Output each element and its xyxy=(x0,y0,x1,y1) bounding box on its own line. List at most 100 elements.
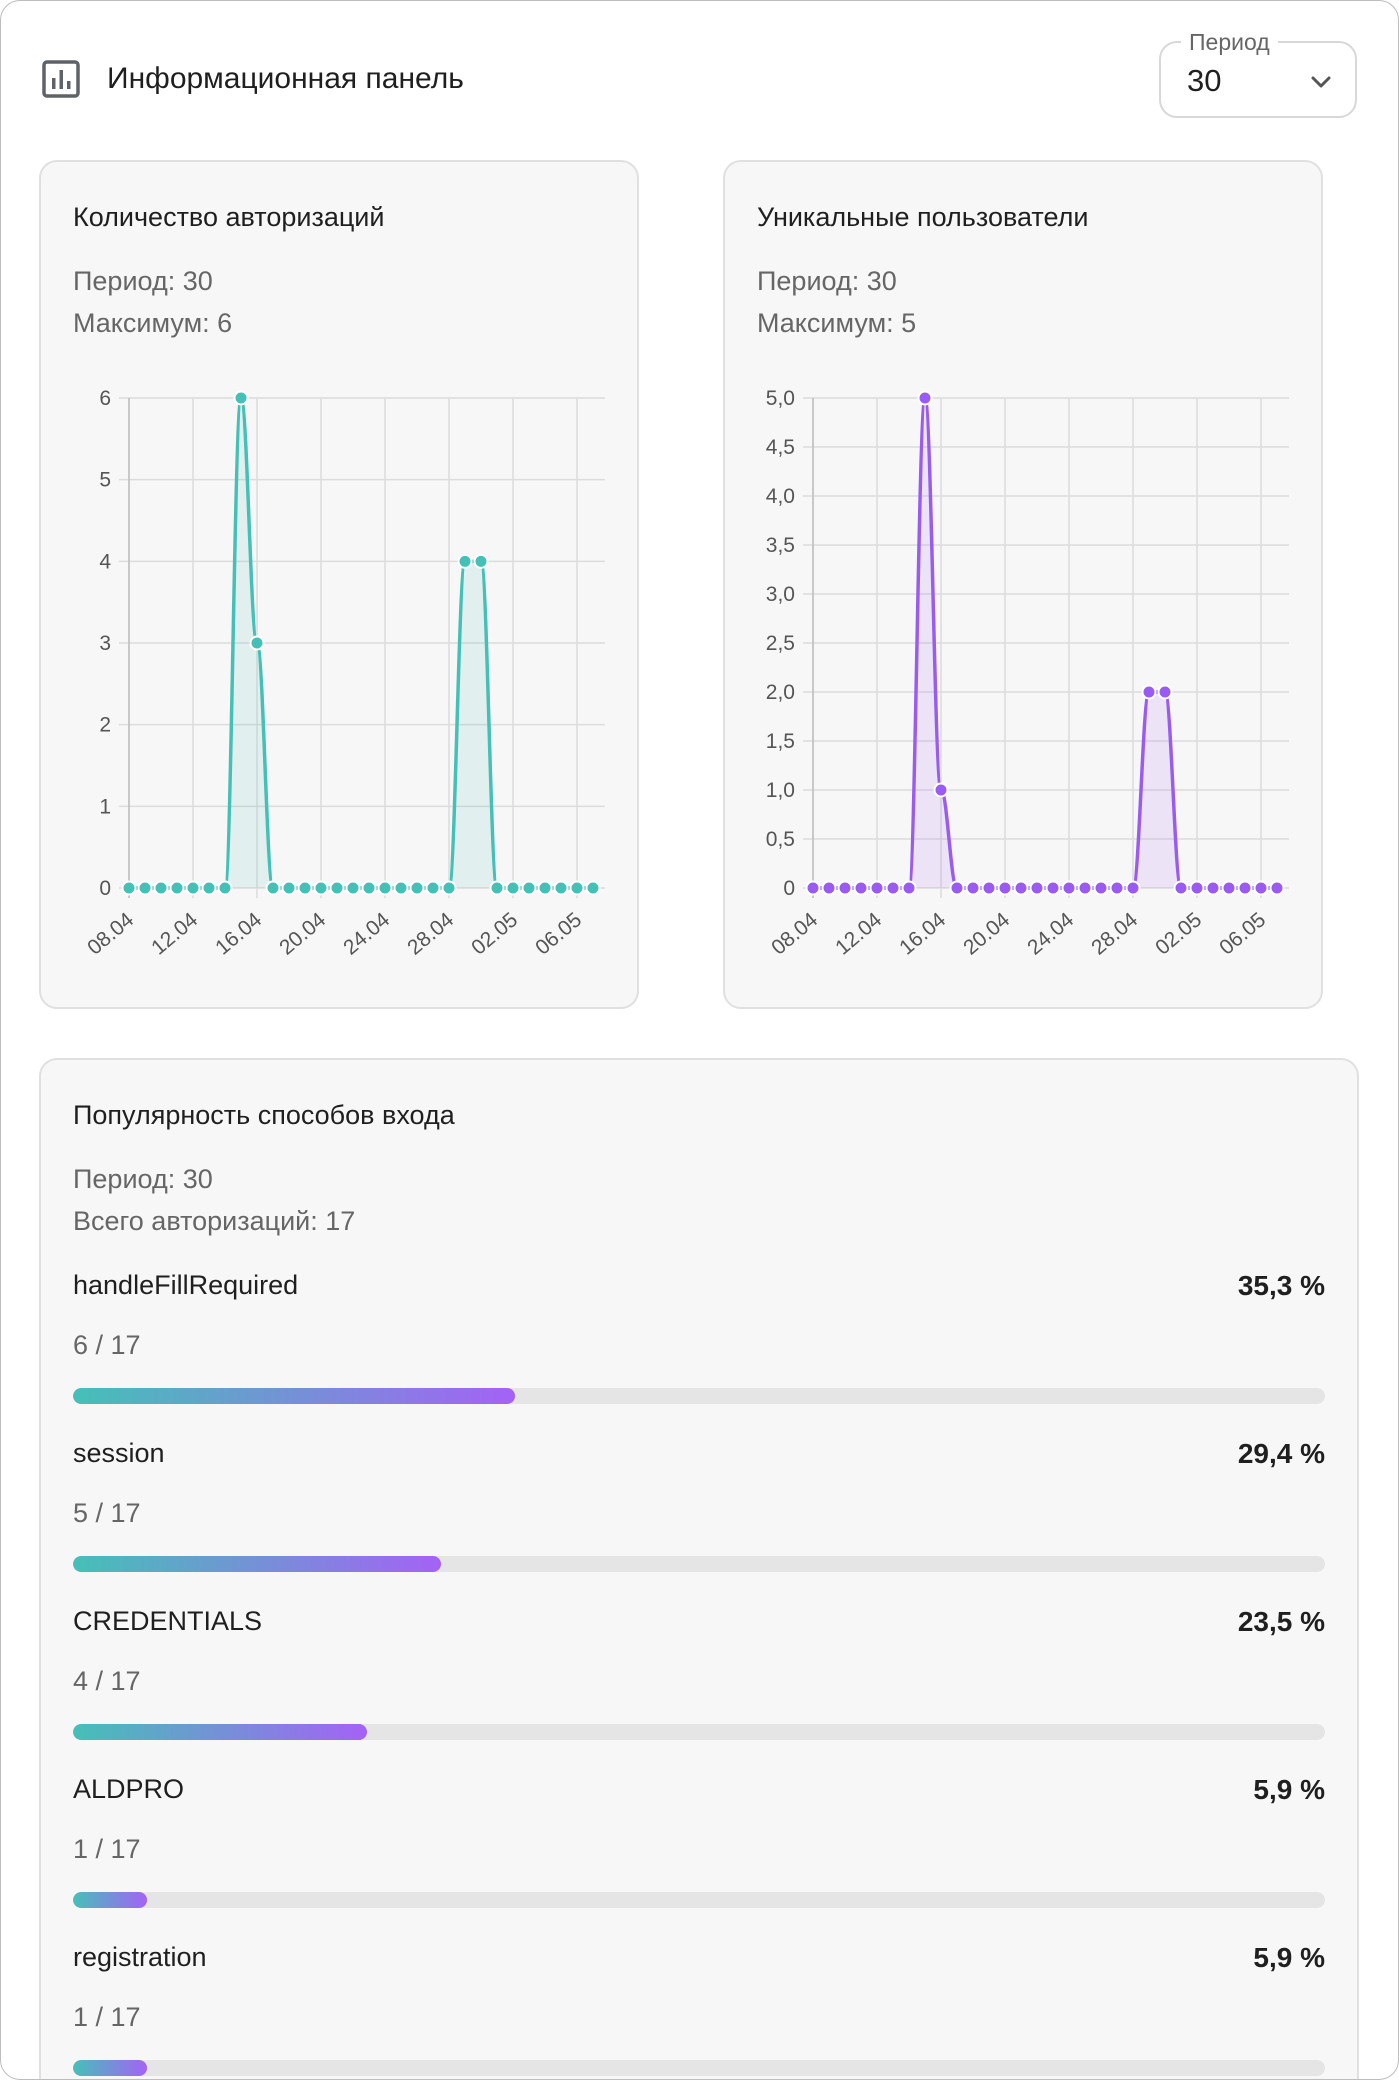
method-percent: 35,3 % xyxy=(1237,1270,1325,1301)
data-point[interactable] xyxy=(217,880,233,896)
data-point[interactable] xyxy=(569,880,585,896)
data-point[interactable] xyxy=(869,880,885,896)
x-tick-label: 06.05 xyxy=(1215,908,1270,959)
data-point[interactable] xyxy=(409,880,425,896)
data-point[interactable] xyxy=(537,880,553,896)
data-point[interactable] xyxy=(201,880,217,896)
x-tick-label: 16.04 xyxy=(211,908,266,960)
data-point[interactable] xyxy=(121,880,137,896)
data-point[interactable] xyxy=(297,880,313,896)
data-point[interactable] xyxy=(1189,880,1205,896)
method-name: CREDENTIALS xyxy=(73,1606,263,1636)
x-tick-label: 08.04 xyxy=(83,908,138,960)
data-point[interactable] xyxy=(169,880,185,896)
x-tick-label: 08.04 xyxy=(767,908,822,960)
y-tick-label: 3,0 xyxy=(766,583,795,606)
data-point[interactable] xyxy=(441,880,457,896)
progress-track xyxy=(73,1892,1325,1908)
data-point[interactable] xyxy=(997,880,1013,896)
method-item: handleFillRequired 35,3 % 6 / 17 xyxy=(73,1270,1325,1438)
x-tick-label: 20.04 xyxy=(275,908,330,960)
unique-users-chart: 0 0,5 1,0 1,5 2,0 2,5 3,0 3,5 4,0 4,5 5,0 08.04 12.0… xyxy=(766,387,1289,960)
method-name: registration xyxy=(73,1942,207,1972)
data-point[interactable] xyxy=(837,880,853,896)
card-period: Период: 30 xyxy=(73,266,213,296)
data-point[interactable] xyxy=(821,880,837,896)
data-point[interactable] xyxy=(585,880,601,896)
data-point[interactable] xyxy=(457,553,473,569)
progress-fill xyxy=(73,1892,147,1908)
data-point[interactable] xyxy=(1205,880,1221,896)
method-count: 1 / 17 xyxy=(73,2002,141,2032)
data-point[interactable] xyxy=(473,553,489,569)
y-tick-label: 3 xyxy=(99,632,111,655)
data-point[interactable] xyxy=(853,880,869,896)
y-tick-label: 1,0 xyxy=(766,779,795,802)
progress-fill xyxy=(73,1388,515,1404)
data-point[interactable] xyxy=(1221,880,1237,896)
data-point[interactable] xyxy=(1061,880,1077,896)
data-point[interactable] xyxy=(393,880,409,896)
y-tick-label: 4 xyxy=(99,550,111,573)
data-point[interactable] xyxy=(1029,880,1045,896)
data-point[interactable] xyxy=(1045,880,1061,896)
method-percent: 29,4 % xyxy=(1237,1438,1325,1469)
data-point[interactable] xyxy=(521,880,537,896)
progress-fill xyxy=(73,1724,368,1740)
chevron-down-icon xyxy=(1311,76,1331,88)
data-point[interactable] xyxy=(949,880,965,896)
data-point[interactable] xyxy=(377,880,393,896)
data-point[interactable] xyxy=(901,880,917,896)
data-point[interactable] xyxy=(1077,880,1093,896)
period-select[interactable]: Период 30 xyxy=(1159,29,1357,118)
y-tick-label: 0 xyxy=(99,877,111,900)
x-tick-label: 06.05 xyxy=(531,908,586,959)
data-point[interactable] xyxy=(1013,880,1029,896)
method-list: handleFillRequired 35,3 % 6 / 17 session… xyxy=(73,1270,1325,2079)
data-point[interactable] xyxy=(185,880,201,896)
data-point[interactable] xyxy=(917,390,933,406)
data-point[interactable] xyxy=(1173,880,1189,896)
data-point[interactable] xyxy=(965,880,981,896)
data-point[interactable] xyxy=(313,880,329,896)
data-point[interactable] xyxy=(1269,880,1285,896)
progress-track xyxy=(73,1388,1325,1404)
progress-track xyxy=(73,1556,1325,1572)
x-tick-label: 28.04 xyxy=(403,908,458,960)
method-item: CREDENTIALS 23,5 % 4 / 17 xyxy=(73,1606,1325,1774)
data-point[interactable] xyxy=(1253,880,1269,896)
data-point[interactable] xyxy=(281,880,297,896)
data-point[interactable] xyxy=(361,880,377,896)
data-point[interactable] xyxy=(1109,880,1125,896)
y-tick-label: 1,5 xyxy=(766,730,795,753)
data-point[interactable] xyxy=(1141,684,1157,700)
data-point[interactable] xyxy=(265,880,281,896)
data-point[interactable] xyxy=(1125,880,1141,896)
data-point[interactable] xyxy=(329,880,345,896)
data-point[interactable] xyxy=(553,880,569,896)
data-point[interactable] xyxy=(1157,684,1173,700)
data-point[interactable] xyxy=(249,635,265,651)
method-percent: 5,9 % xyxy=(1253,1942,1325,1973)
card-title: Популярность способов входа xyxy=(73,1100,455,1130)
data-point[interactable] xyxy=(153,880,169,896)
data-point[interactable] xyxy=(885,880,901,896)
data-point[interactable] xyxy=(233,390,249,406)
data-point[interactable] xyxy=(933,782,949,798)
card-maximum: Максимум: 6 xyxy=(73,308,233,338)
data-point[interactable] xyxy=(505,880,521,896)
x-tick-label: 12.04 xyxy=(831,908,886,960)
data-point[interactable] xyxy=(981,880,997,896)
x-tick-label: 02.05 xyxy=(1151,908,1206,959)
data-point[interactable] xyxy=(1237,880,1253,896)
y-tick-label: 3,5 xyxy=(766,534,795,557)
data-point[interactable] xyxy=(345,880,361,896)
progress-fill xyxy=(73,2060,147,2076)
data-point[interactable] xyxy=(137,880,153,896)
card-period: Период: 30 xyxy=(73,1164,213,1194)
data-point[interactable] xyxy=(489,880,505,896)
data-point[interactable] xyxy=(805,880,821,896)
data-point[interactable] xyxy=(1093,880,1109,896)
data-point[interactable] xyxy=(425,880,441,896)
x-tick-label: 20.04 xyxy=(959,908,1014,960)
